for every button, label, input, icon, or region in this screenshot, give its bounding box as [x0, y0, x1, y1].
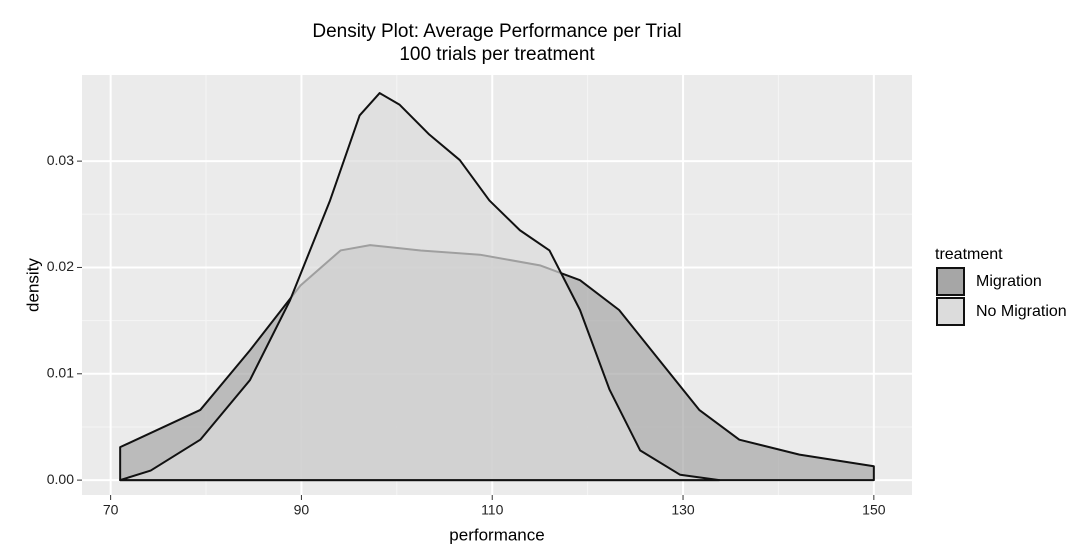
y-tick-label: 0.03 — [47, 152, 74, 168]
x-tick-label: 130 — [671, 502, 695, 518]
legend-key — [936, 267, 965, 296]
chart-subtitle: 100 trials per treatment — [399, 44, 595, 65]
x-tick-label: 110 — [481, 502, 504, 518]
y-tick-label: 0.02 — [47, 258, 74, 274]
legend-label: No Migration — [976, 303, 1067, 320]
legend-key — [936, 297, 965, 326]
legend-label: Migration — [976, 273, 1042, 290]
x-axis-label: performance — [449, 525, 544, 544]
legend-title: treatment — [935, 246, 1003, 263]
x-tick-label: 70 — [103, 502, 119, 518]
x-tick-label: 150 — [862, 502, 886, 518]
chart-title: Density Plot: Average Performance per Tr… — [312, 21, 681, 42]
y-tick-label: 0.01 — [47, 364, 74, 380]
y-axis-label: density — [23, 258, 42, 312]
y-tick-label: 0.00 — [47, 471, 74, 487]
x-tick-label: 90 — [294, 502, 310, 518]
density-area — [119, 92, 721, 482]
